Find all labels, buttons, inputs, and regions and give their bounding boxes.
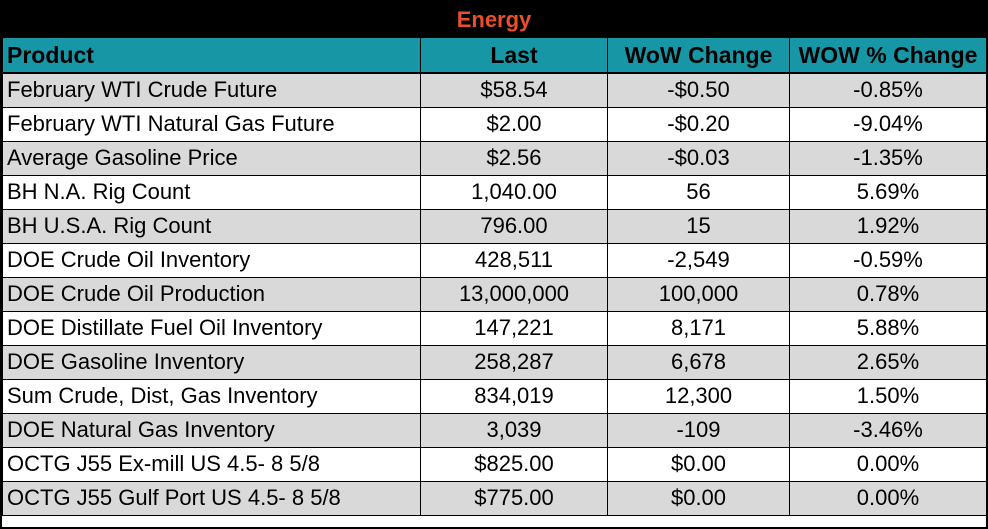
cell-last: $58.54 xyxy=(420,72,608,108)
table-title: Energy xyxy=(2,2,986,37)
cell-product: OCTG J55 Gulf Port US 4.5- 8 5/8 xyxy=(2,480,421,516)
table-row: February WTI Natural Gas Future $2.00 -$0.… xyxy=(2,106,987,142)
cell-wow-pct-change: -1.35% xyxy=(789,140,987,176)
cell-last: 1,040.00 xyxy=(420,174,608,210)
cell-wow-change: -$0.20 xyxy=(607,106,790,142)
cell-last: $825.00 xyxy=(420,446,608,482)
header-wow-change: WoW Change xyxy=(607,37,790,74)
table-row: DOE Crude Oil Production 13,000,000 100,00… xyxy=(2,276,987,312)
cell-product: BH U.S.A. Rig Count xyxy=(2,208,421,244)
cell-last: 3,039 xyxy=(420,412,608,448)
table-row: OCTG J55 Ex-mill US 4.5- 8 5/8 $825.00 $0.… xyxy=(2,446,987,482)
table-row: OCTG J55 Gulf Port US 4.5- 8 5/8 $775.00 $… xyxy=(2,480,987,516)
cell-wow-pct-change: 5.69% xyxy=(789,174,987,210)
cell-last: $2.56 xyxy=(420,140,608,176)
cell-last: 13,000,000 xyxy=(420,276,608,312)
cell-wow-pct-change: -0.59% xyxy=(789,242,987,278)
cell-wow-pct-change: 0.78% xyxy=(789,276,987,312)
header-last: Last xyxy=(420,37,608,74)
cell-product: February WTI Crude Future xyxy=(2,72,421,108)
cell-product: DOE Crude Oil Inventory xyxy=(2,242,421,278)
cell-wow-change: 12,300 xyxy=(607,378,790,414)
cell-last: 834,019 xyxy=(420,378,608,414)
cell-wow-change: 6,678 xyxy=(607,344,790,380)
cell-product: DOE Natural Gas Inventory xyxy=(2,412,421,448)
cell-product: OCTG J55 Ex-mill US 4.5- 8 5/8 xyxy=(2,446,421,482)
cell-wow-pct-change: 5.88% xyxy=(789,310,987,346)
table-row: DOE Crude Oil Inventory 428,511 -2,549 -0.5… xyxy=(2,242,987,278)
cell-product: DOE Distillate Fuel Oil Inventory xyxy=(2,310,421,346)
cell-wow-change: -$0.03 xyxy=(607,140,790,176)
cell-last: 796.00 xyxy=(420,208,608,244)
table-row: Average Gasoline Price $2.56 -$0.03 -1.35% xyxy=(2,140,987,176)
cell-product: DOE Crude Oil Production xyxy=(2,276,421,312)
cell-last: $2.00 xyxy=(420,106,608,142)
cell-wow-change: -2,549 xyxy=(607,242,790,278)
table-body: February WTI Crude Future $58.54 -$0.50 -0.… xyxy=(2,72,987,516)
cell-wow-pct-change: -0.85% xyxy=(789,72,987,108)
table-row: DOE Gasoline Inventory 258,287 6,678 2.65% xyxy=(2,344,987,380)
cell-wow-change: $0.00 xyxy=(607,480,790,516)
cell-wow-change: $0.00 xyxy=(607,446,790,482)
table-row: BH U.S.A. Rig Count 796.00 15 1.92% xyxy=(2,208,987,244)
table-row: Sum Crude, Dist, Gas Inventory 834,019 12,… xyxy=(2,378,987,414)
cell-wow-pct-change: 2.65% xyxy=(789,344,987,380)
cell-product: Sum Crude, Dist, Gas Inventory xyxy=(2,378,421,414)
header-wow-pct-change: WOW % Change xyxy=(789,37,987,74)
cell-wow-change: 100,000 xyxy=(607,276,790,312)
cell-last: 258,287 xyxy=(420,344,608,380)
cell-last: 147,221 xyxy=(420,310,608,346)
cell-wow-change: -$0.50 xyxy=(607,72,790,108)
cell-wow-pct-change: 1.50% xyxy=(789,378,987,414)
cell-wow-pct-change: -3.46% xyxy=(789,412,987,448)
cell-product: BH N.A. Rig Count xyxy=(2,174,421,210)
cell-wow-pct-change: 1.92% xyxy=(789,208,987,244)
table-row: BH N.A. Rig Count 1,040.00 56 5.69% xyxy=(2,174,987,210)
cell-wow-pct-change: 0.00% xyxy=(789,446,987,482)
table-row: February WTI Crude Future $58.54 -$0.50 -0.… xyxy=(2,72,987,108)
energy-table: Product Last WoW Change WOW % Change Feb… xyxy=(2,37,987,516)
table-row: DOE Natural Gas Inventory 3,039 -109 -3.46% xyxy=(2,412,987,448)
cell-wow-change: 15 xyxy=(607,208,790,244)
table-row: DOE Distillate Fuel Oil Inventory 147,221… xyxy=(2,310,987,346)
cell-wow-pct-change: 0.00% xyxy=(789,480,987,516)
header-product: Product xyxy=(2,37,421,74)
cell-wow-change: 56 xyxy=(607,174,790,210)
cell-last: 428,511 xyxy=(420,242,608,278)
cell-product: Average Gasoline Price xyxy=(2,140,421,176)
cell-product: February WTI Natural Gas Future xyxy=(2,106,421,142)
cell-wow-change: 8,171 xyxy=(607,310,790,346)
cell-last: $775.00 xyxy=(420,480,608,516)
cell-wow-change: -109 xyxy=(607,412,790,448)
cell-product: DOE Gasoline Inventory xyxy=(2,344,421,380)
cell-wow-pct-change: -9.04% xyxy=(789,106,987,142)
header-row: Product Last WoW Change WOW % Change xyxy=(2,37,987,74)
